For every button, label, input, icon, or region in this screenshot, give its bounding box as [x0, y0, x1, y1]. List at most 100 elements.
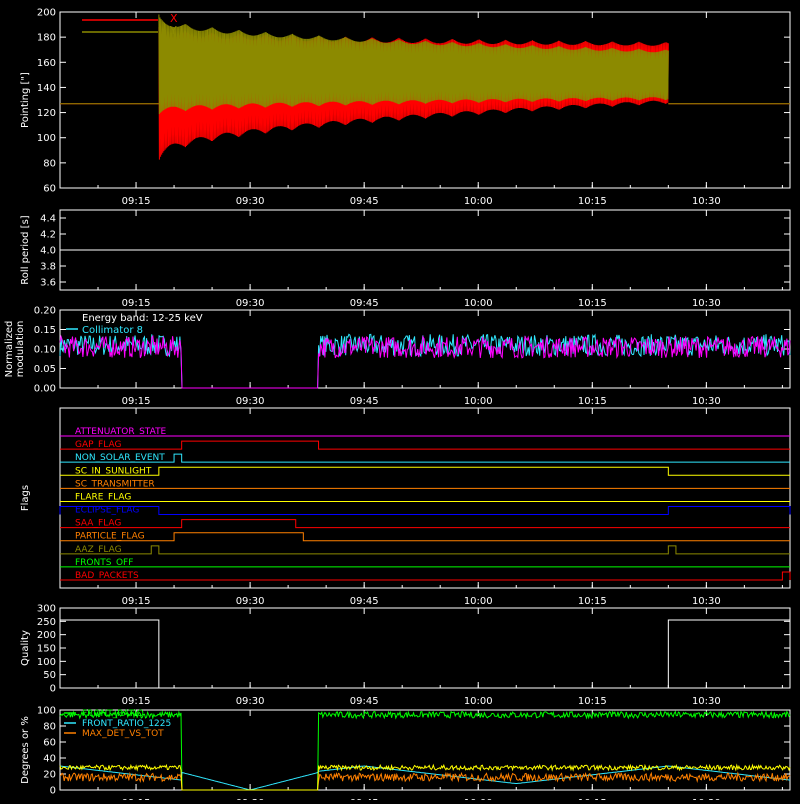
time-tick-label: 09:15: [122, 696, 151, 707]
time-tick-label: 10:00: [464, 396, 493, 407]
y-tick-label: 160: [37, 58, 56, 69]
y-tick-label: 0.00: [34, 384, 56, 395]
time-tick-label: 09:45: [350, 396, 379, 407]
ratio-series-line: [59, 763, 791, 791]
time-tick-label: 09:30: [236, 696, 265, 707]
ratios-frame: [59, 709, 791, 791]
y-tick-label: 140: [37, 83, 56, 94]
y-tick-label: 0.10: [34, 345, 56, 356]
y-tick-label: 80: [43, 722, 56, 733]
time-tick-label: 10:00: [464, 298, 493, 309]
y-tick-label: 300: [37, 604, 56, 615]
y-tick-label: 250: [37, 617, 56, 628]
legend-label: X: [170, 12, 178, 25]
y-axis-label: Pointing ["]: [20, 72, 31, 128]
pointing-panel: [59, 11, 791, 189]
y-tick-label: 120: [37, 108, 56, 119]
legend-label: Y: [169, 24, 177, 37]
y-tick-label: 4.2: [40, 230, 56, 241]
time-tick-label: 09:45: [350, 298, 379, 309]
y-tick-label: 80: [43, 158, 56, 169]
time-tick-label: 09:45: [350, 596, 379, 607]
y-axis-label: Quality: [20, 630, 31, 666]
y-tick-label: 50: [43, 670, 56, 681]
flag-label: ECLIPSE_FLAG: [75, 506, 139, 516]
flag-label: SAA_FLAG: [75, 519, 121, 529]
flag-label: FLARE_FLAG: [75, 492, 131, 502]
y-tick-label: 0: [50, 684, 56, 695]
y-axis-label: modulation: [15, 321, 26, 378]
y-axis-label: Roll period [s]: [20, 215, 31, 284]
flag-line: [60, 519, 790, 529]
flags-frame: [59, 407, 791, 589]
flags-panel: [59, 407, 791, 589]
time-tick-label: 09:30: [236, 396, 265, 407]
energy-band-label: Energy band: 12-25 keV: [82, 313, 203, 324]
flag-label: NON_SOLAR_EVENT: [75, 453, 165, 463]
flag-label: SC_IN_SUNLIGHT: [75, 466, 152, 476]
y-tick-label: 0.15: [34, 325, 56, 336]
y-axis-label: Degrees or %: [20, 716, 31, 784]
time-tick-label: 10:30: [692, 696, 721, 707]
y-tick-label: 200: [37, 8, 56, 19]
time-tick-label: 10:15: [578, 196, 607, 207]
flag-line: [60, 571, 791, 581]
time-tick-label: 09:45: [350, 196, 379, 207]
pointing-frame: [59, 11, 791, 189]
flag-line: [60, 532, 790, 542]
time-tick-label: 10:30: [692, 396, 721, 407]
flag-label: FRONTS_OFF: [75, 558, 133, 568]
ratios-panel: [59, 709, 791, 791]
ratio-series-line: [60, 771, 791, 791]
y-tick-label: 60: [43, 738, 56, 749]
flag-line: [60, 440, 790, 450]
y-tick-label: 100: [37, 657, 56, 668]
time-tick-label: 09:30: [236, 596, 265, 607]
flag-label: SC_TRANSMITTER: [75, 479, 155, 489]
y-tick-label: 0.05: [34, 364, 56, 375]
flag-line: [60, 545, 790, 555]
time-tick-label: 10:15: [578, 298, 607, 309]
quality-line: [60, 619, 790, 689]
legend-label: Collimator 8: [82, 325, 143, 336]
flag-line: [60, 453, 790, 463]
flag-label: AAZ_FLAG: [75, 545, 122, 555]
flag-label: BAD_PACKETS: [75, 571, 139, 581]
time-tick-label: 09:30: [236, 196, 265, 207]
y-tick-label: 100: [37, 133, 56, 144]
y-tick-label: 150: [37, 644, 56, 655]
legend-label: FRONT_RATIO: [82, 709, 144, 719]
time-tick-label: 10:15: [578, 696, 607, 707]
y-tick-label: 4.4: [40, 214, 56, 225]
y-axis-label: Normalized: [4, 321, 15, 378]
y-tick-label: 100: [37, 706, 56, 717]
y-tick-label: 200: [37, 630, 56, 641]
time-tick-label: 09:15: [122, 596, 151, 607]
y-axis-label: Flags: [20, 485, 31, 511]
time-tick-label: 10:00: [464, 596, 493, 607]
time-tick-label: 10:15: [578, 596, 607, 607]
time-tick-label: 10:30: [692, 196, 721, 207]
y-tick-label: 20: [43, 770, 56, 781]
y-tick-label: 60: [43, 184, 56, 195]
y-tick-label: 3.8: [40, 262, 56, 273]
time-tick-label: 09:15: [122, 396, 151, 407]
time-tick-label: 10:00: [464, 196, 493, 207]
flag-label: PARTICLE_FLAG: [75, 532, 145, 542]
y-tick-label: 0: [50, 786, 56, 797]
series-y-line: [158, 14, 669, 115]
flag-label: GAP_FLAG: [75, 440, 121, 450]
y-tick-label: 4.0: [40, 246, 56, 257]
time-tick-label: 10:00: [464, 696, 493, 707]
legend-label: MAX_DET_VS_TOT: [82, 729, 164, 739]
ratio-series-line: [59, 709, 791, 791]
flag-label: ATTENUATOR_STATE: [75, 427, 167, 437]
y-tick-label: 40: [43, 754, 56, 765]
time-tick-label: 09:15: [122, 196, 151, 207]
time-tick-label: 09:30: [236, 298, 265, 309]
y-tick-label: 3.6: [40, 278, 56, 289]
y-tick-label: 0.20: [34, 306, 56, 317]
y-tick-label: 180: [37, 33, 56, 44]
